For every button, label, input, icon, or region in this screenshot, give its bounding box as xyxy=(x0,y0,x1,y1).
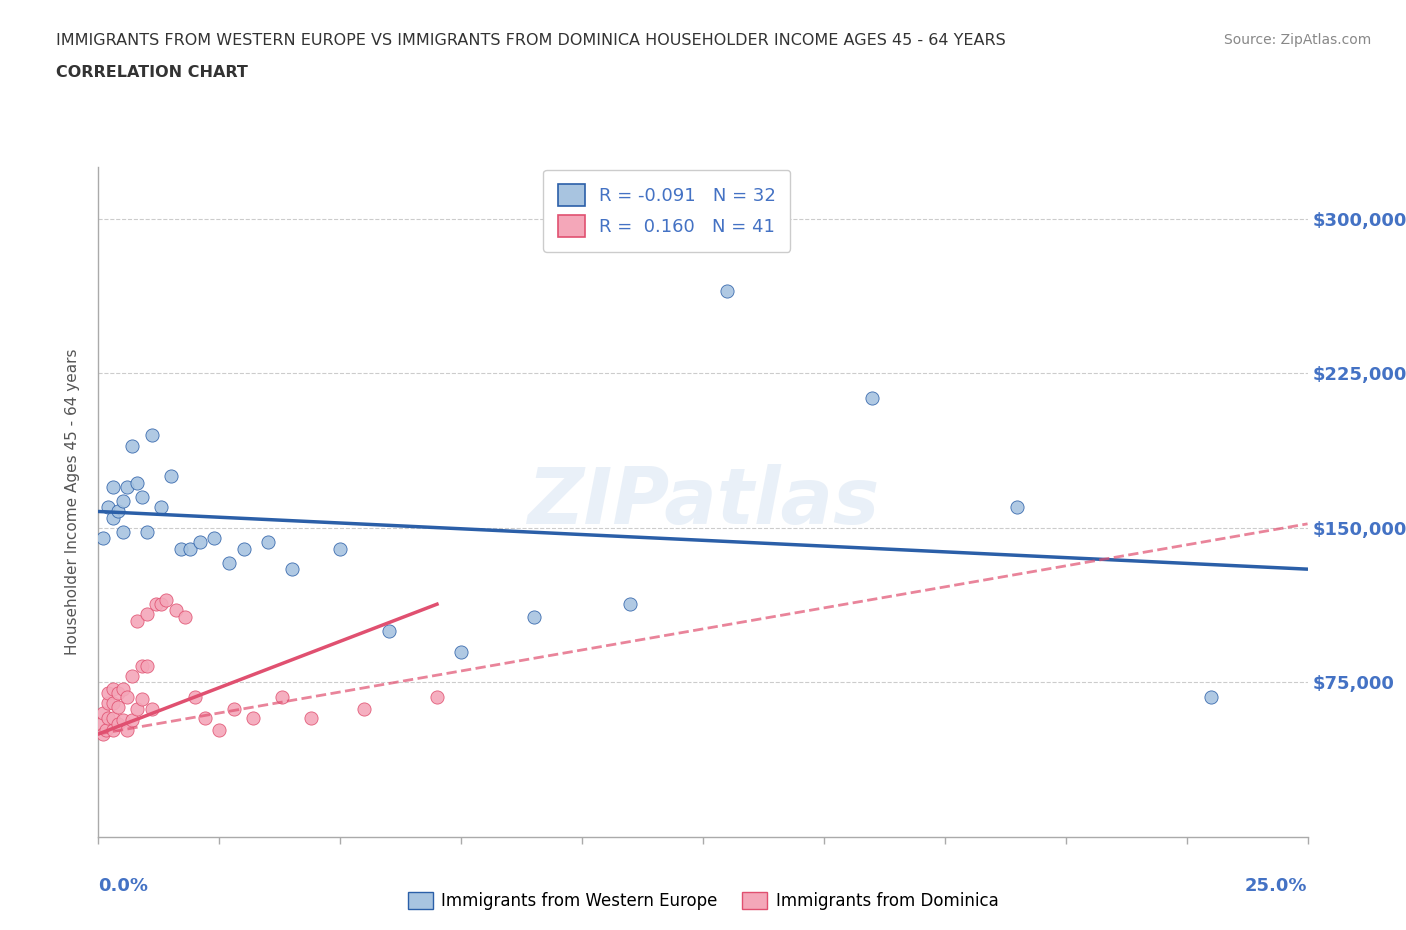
Point xyxy=(111,494,134,509)
Point xyxy=(860,391,883,405)
Point xyxy=(450,644,472,659)
Point xyxy=(111,525,134,539)
Point xyxy=(179,541,201,556)
Point xyxy=(117,723,139,737)
Point xyxy=(101,681,124,696)
Point xyxy=(204,531,226,546)
Point xyxy=(131,692,153,707)
Point xyxy=(242,711,264,725)
Point xyxy=(101,723,124,737)
Point xyxy=(299,711,322,725)
Point xyxy=(232,541,254,556)
Point xyxy=(91,726,114,741)
Point xyxy=(121,438,143,453)
Point xyxy=(111,712,134,727)
Point xyxy=(91,531,114,546)
Point xyxy=(150,500,173,515)
Point xyxy=(222,702,245,717)
Text: ZIPatlas: ZIPatlas xyxy=(527,464,879,540)
Point xyxy=(329,541,352,556)
Point xyxy=(188,535,211,550)
Point xyxy=(97,696,120,711)
Point xyxy=(155,592,177,607)
Point xyxy=(141,428,163,443)
Point xyxy=(97,500,120,515)
Point xyxy=(150,597,173,612)
Point xyxy=(194,711,217,725)
Point xyxy=(117,689,139,704)
Point xyxy=(127,702,149,717)
Point xyxy=(208,723,231,737)
Point xyxy=(716,284,738,299)
Point xyxy=(111,681,134,696)
Legend: R = -0.091   N = 32, R =  0.160   N = 41: R = -0.091 N = 32, R = 0.160 N = 41 xyxy=(543,170,790,252)
Point xyxy=(353,702,375,717)
Point xyxy=(256,535,278,550)
Point xyxy=(1007,500,1029,515)
Point xyxy=(174,609,197,624)
Point xyxy=(165,603,187,618)
Point xyxy=(97,685,120,700)
Text: Source: ZipAtlas.com: Source: ZipAtlas.com xyxy=(1223,33,1371,46)
Point xyxy=(619,597,641,612)
Point xyxy=(169,541,191,556)
Point xyxy=(131,658,153,673)
Point xyxy=(135,607,157,622)
Point xyxy=(90,716,112,731)
Y-axis label: Householder Income Ages 45 - 64 years: Householder Income Ages 45 - 64 years xyxy=(65,349,80,656)
Point xyxy=(160,469,183,484)
Point xyxy=(135,525,157,539)
Point xyxy=(426,689,449,704)
Point xyxy=(91,706,114,721)
Point xyxy=(281,562,304,577)
Point xyxy=(101,711,124,725)
Point xyxy=(101,511,124,525)
Point xyxy=(131,489,153,504)
Point xyxy=(94,723,117,737)
Point xyxy=(107,685,129,700)
Legend: Immigrants from Western Europe, Immigrants from Dominica: Immigrants from Western Europe, Immigran… xyxy=(401,885,1005,917)
Point xyxy=(1199,689,1222,704)
Point xyxy=(127,475,149,490)
Point xyxy=(141,702,163,717)
Point xyxy=(523,609,546,624)
Point xyxy=(127,613,149,628)
Point xyxy=(377,623,399,638)
Text: 0.0%: 0.0% xyxy=(98,877,149,896)
Point xyxy=(271,689,294,704)
Point xyxy=(121,669,143,684)
Point xyxy=(97,711,120,725)
Text: IMMIGRANTS FROM WESTERN EUROPE VS IMMIGRANTS FROM DOMINICA HOUSEHOLDER INCOME AG: IMMIGRANTS FROM WESTERN EUROPE VS IMMIGR… xyxy=(56,33,1005,47)
Text: CORRELATION CHART: CORRELATION CHART xyxy=(56,65,247,80)
Point xyxy=(218,555,240,570)
Point xyxy=(135,658,157,673)
Point xyxy=(107,699,129,714)
Point xyxy=(101,479,124,494)
Point xyxy=(107,504,129,519)
Point xyxy=(107,716,129,731)
Point xyxy=(121,712,143,727)
Point xyxy=(145,597,167,612)
Point xyxy=(184,689,207,704)
Point xyxy=(101,696,124,711)
Point xyxy=(117,479,139,494)
Text: 25.0%: 25.0% xyxy=(1246,877,1308,896)
